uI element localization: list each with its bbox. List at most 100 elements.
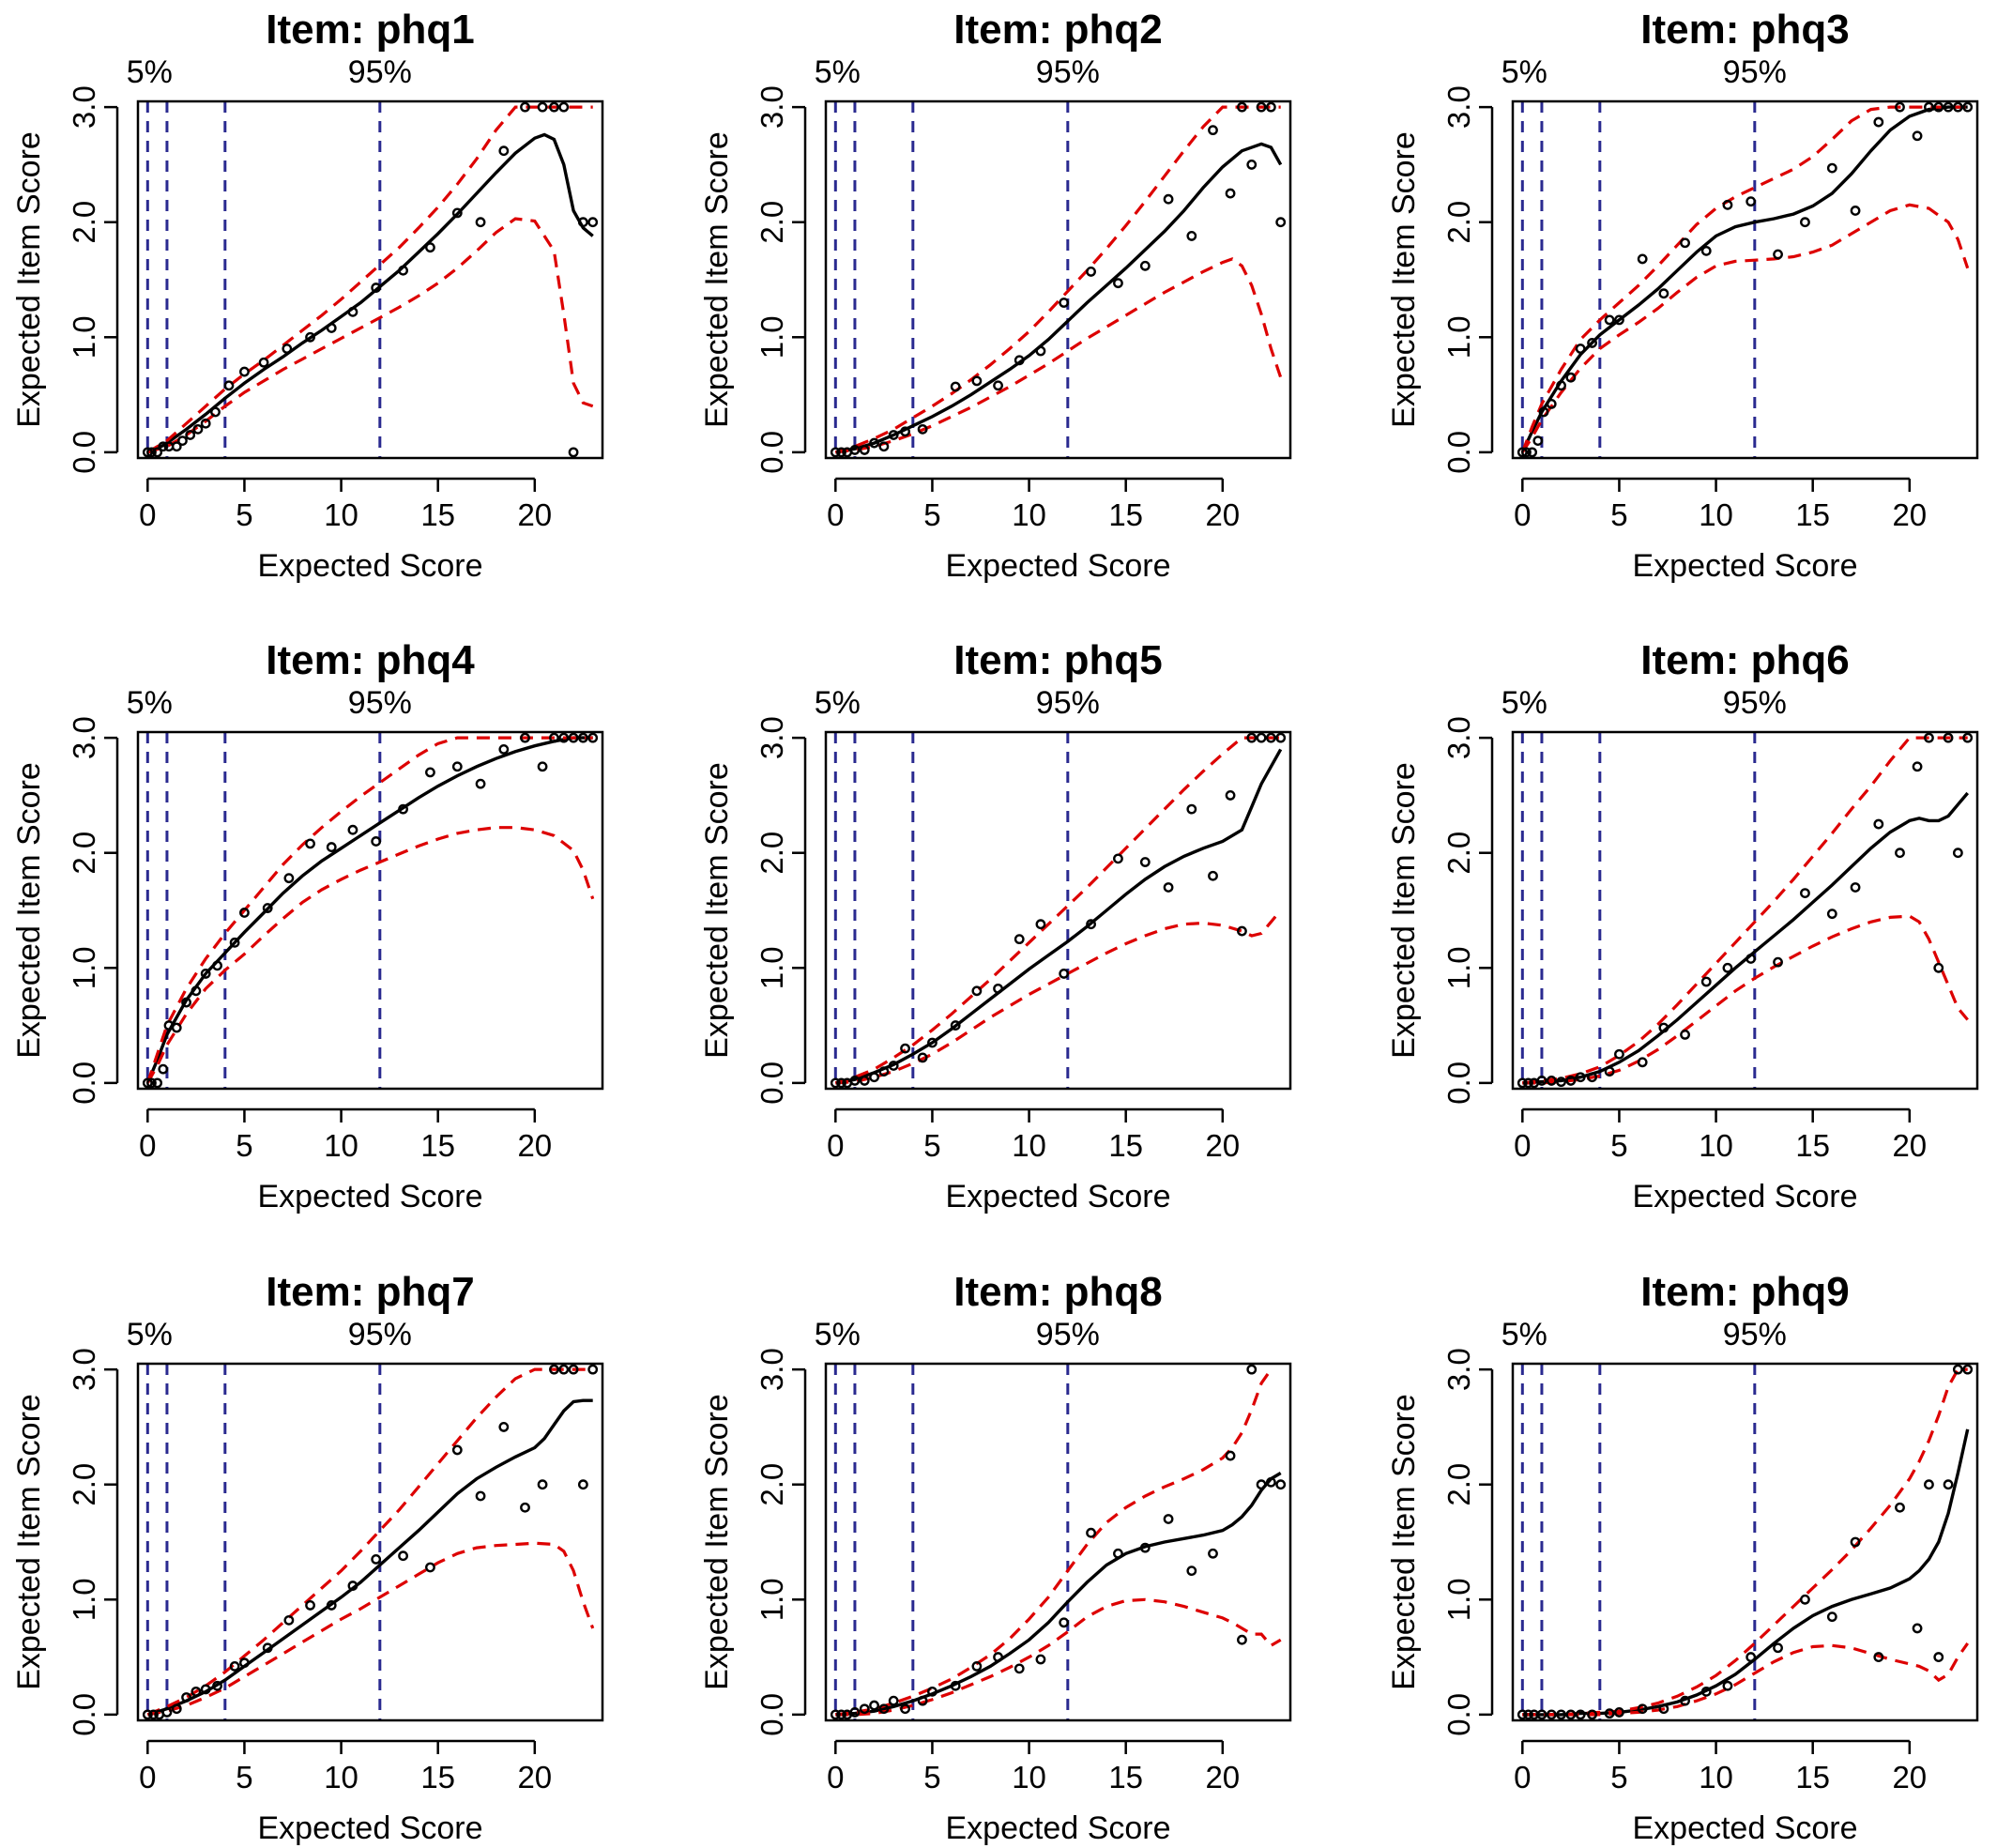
observed-point	[1536, 1076, 1547, 1086]
y-axis-label: Expected Item Score	[699, 1394, 735, 1690]
observed-point	[239, 366, 250, 377]
observed-point	[326, 1600, 337, 1611]
pct-label-high: 95%	[1723, 54, 1787, 90]
observed-point	[1587, 338, 1597, 348]
x-axis: 0 5 10 15 20 Expected Score	[1514, 1107, 1927, 1214]
observed-point	[993, 380, 1003, 391]
observed-point	[1246, 160, 1258, 170]
observed-point	[1700, 1686, 1712, 1697]
observed-point	[283, 873, 295, 884]
ci-lower-line	[1520, 203, 1970, 453]
pct-label-low: 5%	[815, 54, 861, 90]
observed-point	[1722, 962, 1733, 973]
observed-point	[520, 1502, 530, 1513]
observed-point	[398, 265, 408, 276]
observed-point	[1186, 1565, 1197, 1577]
observed-point	[900, 1703, 910, 1715]
observed-point	[1113, 278, 1123, 289]
observed-point	[212, 1680, 222, 1691]
observed-point	[177, 435, 188, 447]
plot-area	[142, 1364, 599, 1720]
observed-point	[1952, 848, 1963, 859]
observed-point	[283, 1614, 295, 1626]
observed-point	[1826, 1611, 1837, 1623]
observed-point	[1637, 253, 1648, 265]
ci-lower-line	[835, 1597, 1282, 1717]
x-axis: 0 5 10 15 20 Expected Score	[827, 477, 1240, 584]
y-axis-label: Expected Item Score	[1386, 1394, 1422, 1690]
observed-point	[146, 447, 157, 458]
observed-point	[1208, 125, 1218, 136]
y-tick-label: 0.0	[755, 1693, 789, 1736]
x-tick-label: 15	[420, 497, 455, 532]
observed-point	[191, 1686, 202, 1697]
plot-area	[830, 101, 1287, 458]
y-tick-label: 2.0	[67, 201, 101, 244]
observed-point	[917, 423, 928, 435]
x-tick-label: 10	[324, 1760, 358, 1795]
observed-point	[1265, 1476, 1276, 1488]
observed-point	[927, 1037, 938, 1048]
observed-point	[1614, 1707, 1624, 1718]
plot-frame	[136, 1362, 604, 1722]
x-tick-label: 0	[139, 1128, 156, 1163]
observed-point	[1225, 188, 1236, 199]
x-tick-label: 15	[1795, 1128, 1830, 1163]
observed-point	[1186, 803, 1197, 815]
observed-point	[371, 283, 382, 293]
y-tick-label: 2.0	[755, 832, 789, 875]
y-axis-label: Expected Item Score	[1386, 131, 1422, 428]
observed-point	[950, 1680, 961, 1691]
observed-point	[1275, 1479, 1287, 1490]
y-tick-label: 3.0	[67, 716, 101, 759]
observed-point	[836, 1077, 846, 1089]
panel-title: Item: phq5	[953, 637, 1162, 683]
observed-point	[1850, 206, 1861, 216]
y-axis: 0.0 1.0 2.0 3.0 Expected Item Score	[11, 1348, 119, 1736]
observed-point	[1225, 790, 1236, 801]
ci-lower-line	[146, 217, 594, 454]
observed-point	[830, 1077, 841, 1089]
observed-point	[1850, 882, 1861, 893]
observed-point	[1614, 1048, 1624, 1060]
observed-point	[1658, 1703, 1669, 1715]
observed-point	[1587, 1072, 1597, 1083]
observed-point	[1575, 1072, 1586, 1083]
pct-label-high: 95%	[1036, 54, 1100, 90]
observed-point	[549, 732, 559, 743]
observed-point	[1933, 1652, 1944, 1662]
y-axis: 0.0 1.0 2.0 3.0 Expected Item Score	[699, 1348, 807, 1736]
panel-title: Item: phq9	[1640, 1269, 1849, 1315]
observed-point	[1873, 818, 1884, 830]
x-tick-label: 0	[827, 497, 844, 532]
x-axis-label: Expected Score	[1632, 1179, 1857, 1214]
panel-2: Item: phq2 5% 95% 0 5 10 15 20 Expected Score 0.0…	[699, 7, 1292, 584]
ci-upper-line	[145, 736, 593, 1084]
pct-label-high: 95%	[348, 685, 412, 721]
observed-point	[1962, 101, 1974, 113]
observed-point	[1208, 870, 1218, 881]
observed-point	[1800, 888, 1810, 899]
panel-1: Item: phq1 5% 95% 0 5 10 15 20 Expected Score 0.0…	[11, 7, 604, 584]
y-tick-label: 1.0	[755, 1578, 789, 1621]
y-tick-label: 3.0	[755, 1348, 789, 1391]
observed-point	[171, 1703, 182, 1715]
y-tick-label: 1.0	[1441, 315, 1476, 359]
y-tick-label: 3.0	[67, 85, 101, 129]
x-tick-label: 15	[420, 1128, 455, 1163]
observed-point	[425, 767, 435, 778]
observed-point	[1680, 1029, 1690, 1040]
x-axis-label: Expected Score	[945, 1179, 1170, 1214]
observed-point	[878, 1066, 890, 1077]
observed-point	[1256, 101, 1267, 113]
pct-label-low: 5%	[1502, 54, 1547, 90]
x-tick-label: 0	[139, 497, 156, 532]
panel-title: Item: phq6	[1640, 637, 1849, 683]
observed-point	[142, 447, 153, 458]
panel-title: Item: phq2	[953, 7, 1162, 53]
x-tick-label: 20	[1892, 497, 1927, 532]
expected-line	[834, 748, 1283, 1085]
y-axis: 0.0 1.0 2.0 3.0 Expected Item Score	[699, 716, 807, 1105]
observed-point	[1575, 344, 1586, 354]
observed-point	[210, 406, 221, 418]
